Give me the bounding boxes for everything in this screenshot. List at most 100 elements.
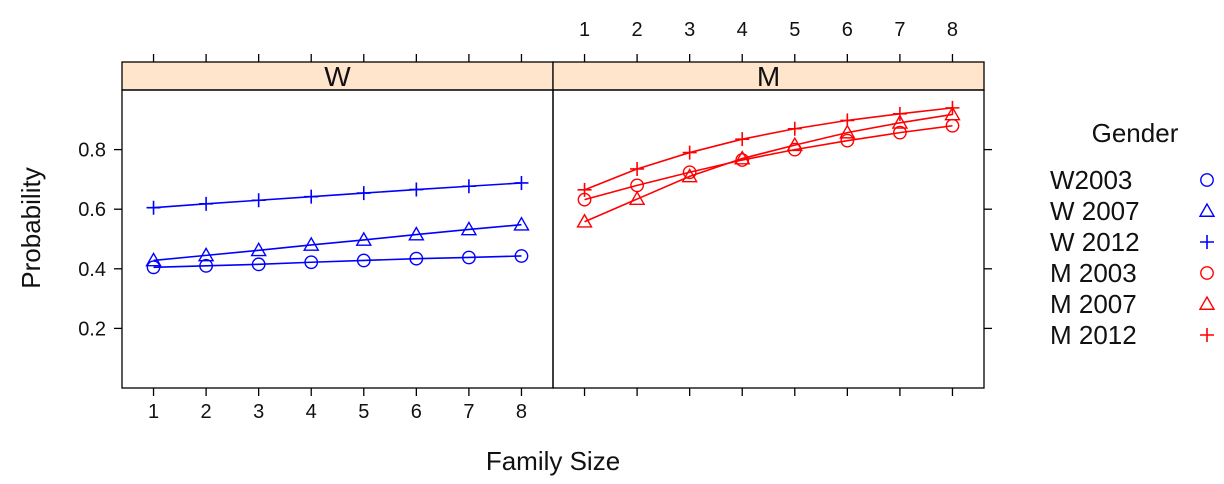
strip-m-label: M	[757, 61, 780, 92]
data-point	[356, 253, 371, 268]
y-tick-label: 0.2	[78, 318, 106, 340]
data-point	[197, 246, 215, 262]
data-point	[576, 213, 593, 228]
series-line	[584, 124, 953, 201]
data-point	[409, 182, 424, 197]
data-point	[681, 168, 698, 183]
y-tick-label: 0.8	[78, 140, 106, 162]
series-line	[153, 255, 522, 269]
x-tick-label-bottom: 5	[358, 401, 369, 423]
y-tick-label: 0.6	[78, 199, 106, 221]
x-tick-label-top: 7	[894, 19, 905, 41]
series-line	[153, 223, 522, 262]
data-point	[944, 106, 961, 121]
panel-m-frame	[552, 89, 985, 389]
x-tick-label-top: 1	[579, 19, 590, 41]
data-point	[199, 196, 214, 211]
data-point	[146, 260, 161, 275]
x-tick-label-top: 5	[789, 19, 800, 41]
series-w2012	[146, 175, 529, 215]
data-point	[891, 114, 909, 129]
series-w2007	[145, 216, 530, 267]
strip-w-label: W	[324, 61, 351, 92]
legend-label: M 2003	[1050, 258, 1137, 288]
legend-label: W 2007	[1050, 196, 1140, 226]
data-point	[630, 161, 645, 176]
x-tick-label-bottom: 8	[516, 401, 527, 423]
data-point	[250, 241, 267, 257]
legend-marker	[1200, 328, 1214, 342]
x-tick-label-top: 3	[684, 19, 695, 41]
data-point	[145, 252, 162, 267]
data-point	[408, 226, 425, 241]
panel-w-frame	[121, 89, 554, 389]
data-point	[304, 189, 319, 204]
data-point	[734, 150, 751, 165]
x-tick-label-bottom: 7	[463, 401, 474, 423]
data-point	[787, 121, 802, 136]
data-point	[682, 165, 697, 180]
series-line	[153, 182, 522, 209]
data-point	[199, 258, 213, 273]
legend-marker	[1198, 202, 1216, 217]
data-point	[577, 182, 592, 197]
data-point	[513, 216, 530, 231]
series-line	[584, 107, 953, 191]
data-point	[251, 193, 266, 208]
data-point	[514, 249, 529, 263]
data-point	[460, 221, 478, 236]
legend-label: M 2012	[1050, 320, 1137, 350]
series-line	[584, 113, 953, 223]
legend-label: W 2012	[1050, 227, 1140, 257]
x-axis-title: Family Size	[486, 446, 620, 476]
series-layer	[145, 100, 961, 275]
data-point	[146, 200, 161, 215]
x-tick-label-bottom: 4	[306, 401, 317, 423]
data-point	[251, 257, 266, 272]
legend-label: M 2007	[1050, 289, 1137, 319]
data-point	[304, 255, 319, 270]
data-point	[682, 145, 697, 160]
data-point	[786, 136, 803, 152]
legend-label: W2003	[1050, 165, 1132, 195]
legend-marker	[1198, 295, 1216, 310]
data-point	[461, 179, 476, 194]
x-tick-label-top: 4	[737, 19, 748, 41]
strip-w	[121, 61, 554, 91]
data-point	[839, 124, 856, 139]
y-tick-label: 0.4	[78, 259, 106, 281]
data-point	[409, 251, 424, 266]
data-point	[462, 250, 476, 265]
legend-marker	[1200, 173, 1214, 187]
data-point	[514, 175, 529, 190]
data-point	[945, 100, 960, 115]
series-m2003	[577, 118, 960, 207]
axes: 0.2 0.4 0.6 0.8 1 1 2 2 3 3 4 4 5 5 6 6 7 7 8 8	[78, 19, 992, 423]
data-point	[303, 236, 320, 251]
data-point	[356, 186, 371, 201]
x-tick-label-top: 8	[947, 19, 958, 41]
data-point	[840, 133, 855, 148]
legend-marker	[1200, 235, 1214, 249]
data-point	[892, 106, 907, 121]
x-tick-label-bottom: 6	[411, 401, 422, 423]
legend-marker	[1200, 266, 1214, 280]
legend-title: Gender	[1092, 118, 1179, 148]
x-tick-label-top: 2	[632, 19, 643, 41]
x-tick-label-top: 6	[842, 19, 853, 41]
data-point	[893, 125, 907, 140]
data-point	[840, 113, 855, 128]
x-tick-label-bottom: 3	[253, 401, 264, 423]
series-m2012	[577, 100, 960, 197]
series-m2007	[576, 106, 961, 228]
data-point	[628, 190, 646, 206]
series-w2003	[146, 249, 529, 275]
data-point	[355, 231, 372, 246]
strip-m	[552, 61, 985, 91]
data-point	[735, 132, 750, 147]
x-tick-label-bottom: 1	[148, 401, 159, 423]
y-axis-title: Probability	[16, 167, 46, 288]
x-tick-label-bottom: 2	[201, 401, 212, 423]
